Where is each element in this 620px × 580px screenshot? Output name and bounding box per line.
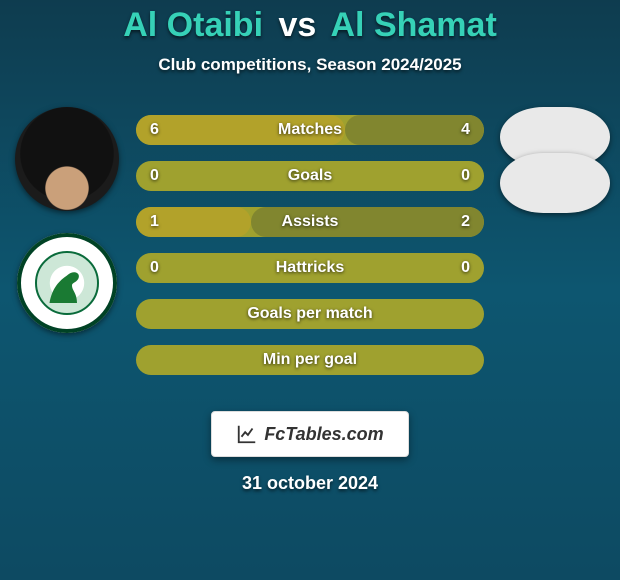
horse-icon	[37, 253, 97, 313]
player1-avatar	[15, 107, 119, 211]
player1-avatar-art	[15, 107, 119, 211]
date-text: 31 october 2024	[0, 473, 620, 494]
title-player2: Al Shamat	[331, 6, 497, 44]
stat-bar: 6 4 Matches	[136, 115, 484, 145]
brand-text: FcTables.com	[264, 424, 383, 445]
stat-right-value: 4	[461, 121, 470, 139]
stat-label: Hattricks	[276, 259, 344, 277]
stat-bar: 0 0 Goals	[136, 161, 484, 191]
stat-left-value: 0	[150, 259, 159, 277]
title: Al Otaibi vs Al Shamat	[0, 0, 620, 45]
stat-label: Matches	[278, 121, 342, 139]
subtitle: Club competitions, Season 2024/2025	[0, 55, 620, 75]
stat-left-value: 6	[150, 121, 159, 139]
left-player-column	[8, 107, 126, 333]
stat-bar: Min per goal	[136, 345, 484, 375]
title-player1: Al Otaibi	[123, 6, 263, 44]
stat-left-value: 0	[150, 167, 159, 185]
title-vs: vs	[278, 6, 316, 44]
chart-icon	[236, 423, 258, 445]
stat-bars: 6 4 Matches 0 0 Goals 1 2 Assists 0 0 Hattricks Goal…	[136, 115, 484, 375]
stat-label: Goals	[288, 167, 332, 185]
player1-club-crest	[17, 233, 117, 333]
stat-label: Assists	[282, 213, 339, 231]
stat-right-value: 0	[461, 259, 470, 277]
player1-crest-icon	[35, 251, 99, 315]
stat-bar: Goals per match	[136, 299, 484, 329]
player2-avatar-placeholder	[500, 153, 610, 213]
stat-label: Goals per match	[247, 305, 372, 323]
stat-bar: 1 2 Assists	[136, 207, 484, 237]
stat-left-value: 1	[150, 213, 159, 231]
panel: Al Otaibi vs Al Shamat Club competitions…	[0, 0, 620, 494]
brand-badge[interactable]: FcTables.com	[211, 411, 409, 457]
stat-right-value: 2	[461, 213, 470, 231]
comparison-area: 6 4 Matches 0 0 Goals 1 2 Assists 0 0 Hattricks Goal…	[0, 107, 620, 397]
stat-bar: 0 0 Hattricks	[136, 253, 484, 283]
stat-label: Min per goal	[263, 351, 357, 369]
stat-right-value: 0	[461, 167, 470, 185]
